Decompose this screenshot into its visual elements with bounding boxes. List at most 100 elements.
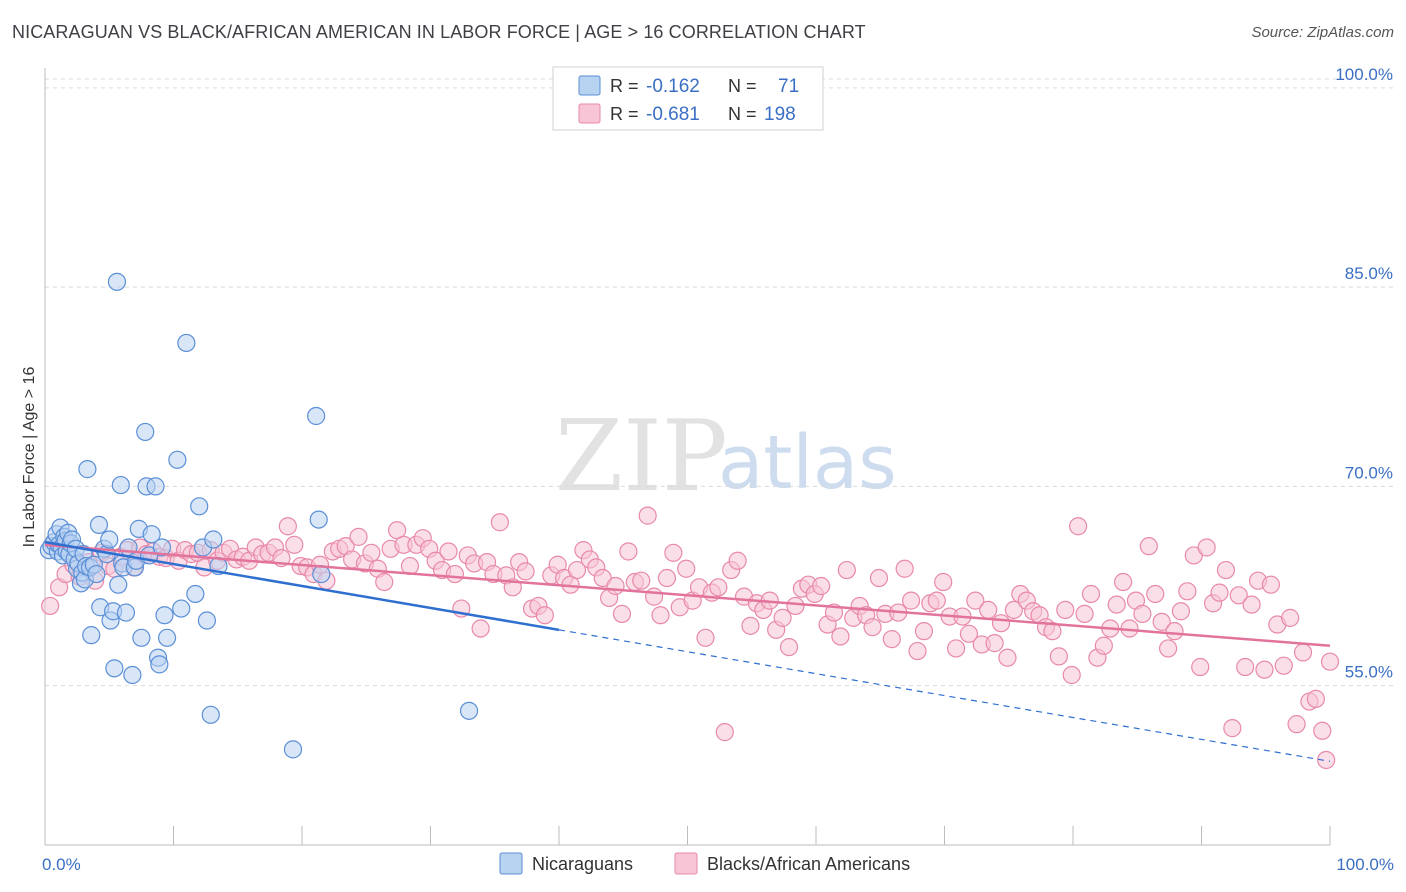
bottom-legend-swatch-nicaraguans	[499, 852, 523, 875]
point-nicaraguans	[82, 626, 101, 645]
point-nicaraguans	[100, 530, 119, 549]
point-blacks-african-americans	[664, 543, 683, 562]
point-nicaraguans	[116, 603, 136, 622]
point-blacks-african-americans	[715, 723, 734, 742]
point-blacks-african-americans	[349, 527, 368, 546]
point-blacks-african-americans	[696, 628, 715, 647]
y-tick-label: 70.0%	[1345, 463, 1393, 482]
point-nicaraguans	[201, 705, 220, 724]
point-blacks-african-americans	[812, 576, 831, 596]
point-blacks-african-americans	[1004, 600, 1023, 620]
point-nicaraguans	[177, 333, 196, 353]
point-nicaraguans	[150, 655, 169, 674]
trendline-nicaraguans-extension	[558, 629, 1331, 762]
trendlines	[44, 540, 1331, 762]
x-tick-label-min: 0.0%	[42, 855, 81, 874]
point-nicaraguans	[89, 515, 109, 535]
point-blacks-african-americans	[490, 513, 509, 532]
point-blacks-african-americans	[1197, 538, 1216, 557]
point-nicaraguans	[132, 628, 151, 647]
point-nicaraguans	[136, 422, 155, 442]
point-nicaraguans	[168, 450, 187, 469]
point-blacks-african-americans	[362, 543, 381, 562]
point-blacks-african-americans	[959, 624, 979, 643]
point-blacks-african-americans	[1069, 517, 1088, 536]
point-blacks-african-americans	[979, 600, 998, 620]
point-blacks-african-americans	[709, 578, 728, 597]
legend-r-label-2: R =	[610, 104, 639, 124]
series-nicaraguans	[39, 272, 479, 759]
point-blacks-african-americans	[651, 606, 670, 625]
point-blacks-african-americans	[1094, 636, 1113, 655]
point-blacks-african-americans	[1075, 604, 1094, 623]
y-tick-label: 55.0%	[1345, 663, 1393, 682]
point-nicaraguans	[157, 628, 177, 647]
point-nicaraguans	[190, 497, 209, 516]
point-blacks-african-americans	[1049, 647, 1068, 666]
point-blacks-african-americans	[1165, 622, 1184, 641]
point-nicaraguans	[309, 510, 328, 529]
point-blacks-african-americans	[728, 551, 747, 570]
point-blacks-african-americans	[1306, 689, 1325, 708]
point-nicaraguans	[123, 665, 142, 685]
point-blacks-african-americans	[1114, 572, 1133, 592]
point-blacks-african-americans	[831, 627, 850, 646]
point-blacks-african-americans	[869, 568, 889, 588]
point-blacks-african-americans	[1152, 612, 1171, 631]
point-blacks-african-americans	[1223, 719, 1242, 738]
point-blacks-african-americans	[934, 572, 953, 592]
point-blacks-african-americans	[516, 562, 535, 581]
bottom-legend: Nicaraguans Blacks/African Americans	[499, 852, 910, 875]
point-nicaraguans	[459, 701, 479, 720]
legend-n-value-1: 71	[778, 76, 799, 97]
point-nicaraguans	[197, 611, 217, 630]
point-blacks-african-americans	[1317, 750, 1336, 770]
legend-n-label-2: N =	[728, 104, 757, 124]
point-blacks-african-americans	[657, 568, 677, 588]
legend-swatch-blue	[578, 75, 601, 96]
point-nicaraguans	[152, 538, 172, 557]
y-tick-label: 100.0%	[1335, 65, 1393, 84]
point-blacks-african-americans	[901, 591, 921, 610]
point-blacks-african-americans	[1216, 560, 1236, 580]
point-blacks-african-americans	[927, 591, 946, 610]
point-blacks-african-americans	[375, 572, 394, 592]
point-nicaraguans	[172, 599, 191, 618]
point-blacks-african-americans	[773, 608, 792, 627]
watermark: ZIP atlas	[555, 400, 897, 514]
y-tick-labels: 55.0% 70.0% 85.0% 100.0%	[1335, 65, 1393, 682]
point-blacks-african-americans	[677, 559, 696, 578]
point-nicaraguans	[107, 272, 127, 291]
bottom-legend-swatch-blacks	[674, 852, 698, 875]
point-blacks-african-americans	[1146, 584, 1165, 604]
point-blacks-african-americans	[1107, 595, 1126, 614]
point-nicaraguans	[142, 525, 161, 544]
point-blacks-african-americans	[741, 616, 760, 635]
point-nicaraguans	[307, 406, 326, 426]
point-blacks-african-americans	[1313, 721, 1332, 740]
trendline-blacks-african-americans	[44, 543, 1331, 648]
point-blacks-african-americans	[285, 535, 304, 554]
point-blacks-african-americans	[638, 506, 657, 525]
point-blacks-african-americans	[1320, 652, 1340, 671]
point-nicaraguans	[87, 564, 106, 584]
point-blacks-african-americans	[1281, 608, 1300, 627]
point-blacks-african-americans	[991, 614, 1011, 633]
point-blacks-african-americans	[1158, 639, 1178, 658]
point-blacks-african-americans	[606, 576, 625, 596]
legend-r-value-2: -0.681	[646, 104, 700, 125]
point-blacks-african-americans	[1178, 582, 1197, 601]
point-nicaraguans	[186, 584, 205, 604]
point-blacks-african-americans	[471, 619, 490, 638]
point-blacks-african-americans	[1287, 715, 1306, 734]
point-blacks-african-americans	[985, 634, 1004, 653]
point-blacks-african-americans	[1261, 575, 1280, 594]
point-blacks-african-americans	[1171, 602, 1191, 621]
point-nicaraguans	[204, 530, 223, 549]
point-blacks-african-americans	[908, 641, 927, 661]
point-blacks-african-americans	[1255, 660, 1274, 679]
point-blacks-african-americans	[445, 564, 465, 584]
point-blacks-african-americans	[1210, 583, 1229, 602]
point-blacks-african-americans	[1274, 656, 1293, 675]
